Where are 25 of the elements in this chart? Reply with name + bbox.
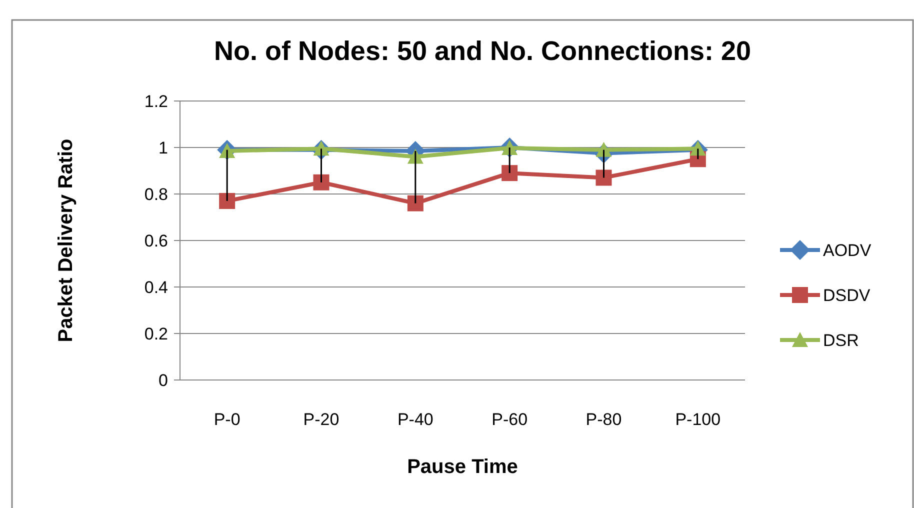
y-tick-label: 1.2 [144,92,168,111]
x-tick-label: P-20 [303,410,340,429]
x-axis-title: Pause Time [407,456,518,478]
point [313,174,330,190]
point [219,192,236,209]
legend-label: DSDV [823,286,871,305]
point [596,170,612,186]
x-tick-label: P-40 [397,410,434,429]
y-tick-label: 1 [158,138,168,158]
legend-label: DSR [823,330,859,350]
x-tick-label: P-80 [586,410,622,429]
y-axis-title: Packet Delivery Ratio [55,138,77,342]
y-tick-label: 0 [158,370,168,390]
x-tick-label: P-100 [675,410,721,429]
point [407,195,424,212]
y-tick-label: 0.2 [144,324,168,344]
legend-label: AODV [823,240,872,260]
chart-title: No. of Nodes: 50 and No. Connections: 20 [214,36,752,66]
y-tick-label: 0.4 [144,278,168,297]
x-tick-label: P-0 [214,410,240,429]
point [596,142,612,157]
point [502,165,518,182]
y-tick-label: 0.6 [144,231,168,250]
y-tick-label: 0.8 [144,184,168,204]
x-tick-label: P-60 [492,410,528,429]
